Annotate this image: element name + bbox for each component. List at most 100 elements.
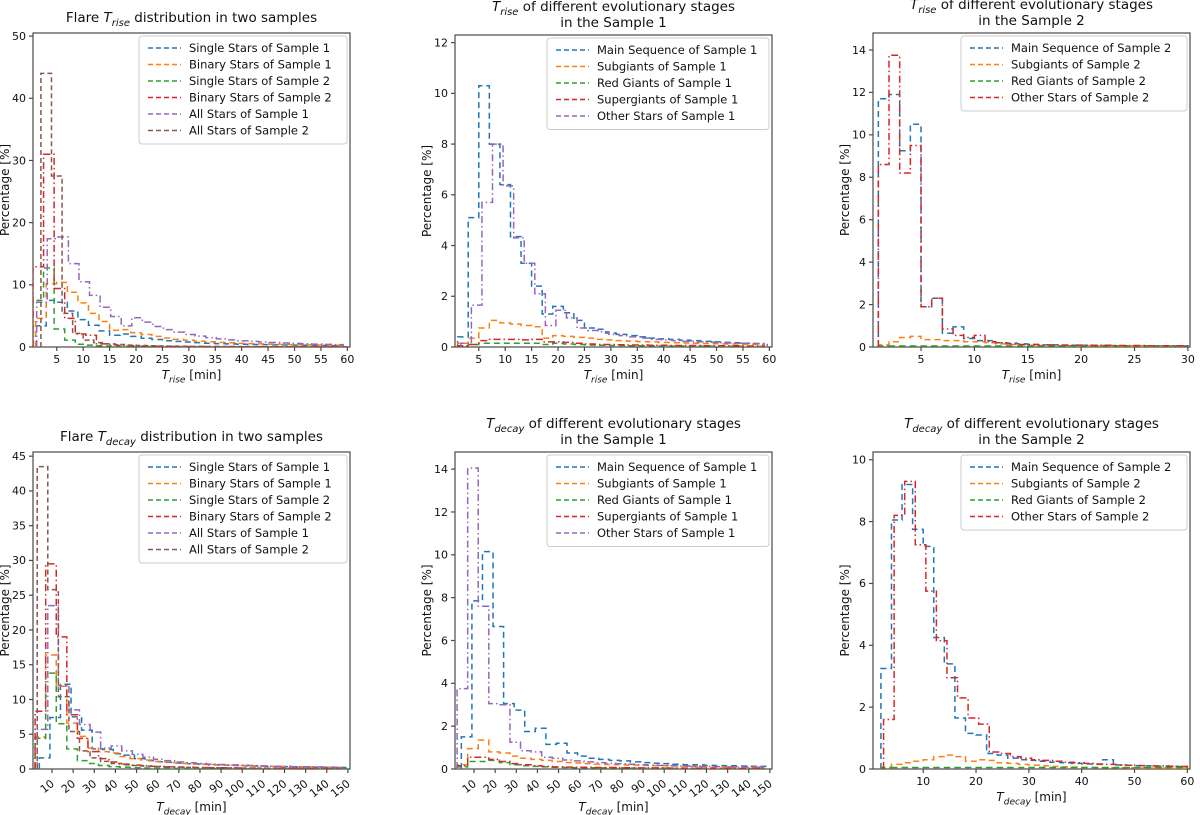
svg-text:20: 20	[12, 624, 26, 637]
svg-text:6: 6	[859, 214, 866, 227]
svg-text:Flare Trise​ distribution in t: Flare Trise​ distribution in two samples	[66, 10, 317, 29]
svg-text:10: 10	[12, 279, 26, 292]
axes-frame	[872, 32, 1191, 348]
svg-text:Trise​ of different evolutiona: Trise​ of different evolutionary stages	[492, 0, 735, 18]
legend: Main Sequence of Sample 1 Subgiants of Sa…	[546, 37, 770, 130]
svg-text:55: 55	[314, 353, 328, 366]
svg-text:4: 4	[441, 239, 448, 252]
legend-label-main-sequence-of-sample-1: Main Sequence of Sample 1	[597, 460, 757, 474]
series-all-stars-of-sample-1	[36, 604, 345, 769]
series-binary-stars-of-sample-2	[34, 563, 343, 769]
svg-text:5: 5	[475, 353, 482, 366]
svg-text:20: 20	[1074, 353, 1088, 366]
svg-text:20: 20	[481, 777, 500, 796]
svg-text:10: 10	[460, 777, 479, 796]
svg-text:60: 60	[340, 353, 354, 366]
legend: Single Stars of Sample 1 Binary Stars of …	[138, 35, 348, 145]
svg-text:10: 10	[38, 777, 57, 796]
panel-bottom-left: Flare Tdecay​ distribution in two sample…	[0, 407, 400, 815]
y-axis: 0 2 4 6 8 10 12	[434, 36, 455, 354]
svg-text:60: 60	[565, 777, 584, 796]
svg-text:70: 70	[587, 777, 606, 796]
series-binary-stars-of-sample-2	[33, 153, 341, 347]
series-red-giants-of-sample-2	[877, 345, 1189, 347]
svg-text:30: 30	[1022, 775, 1036, 788]
svg-text:100: 100	[645, 777, 670, 800]
x-axis-label: Trise​ [min]	[1002, 368, 1062, 385]
svg-text:6: 6	[441, 189, 448, 202]
x-axis: 5 10 15 20 25 30	[918, 347, 1195, 366]
y-axis: 0 2 4 6 8 10 12 14	[852, 44, 873, 354]
chart-title: Tdecay​ of different evolutionary stages…	[904, 416, 1159, 448]
series-group	[33, 72, 349, 347]
svg-text:in the Sample 2: in the Sample 2	[978, 13, 1085, 29]
series-other-stars-of-sample-2	[882, 480, 1190, 769]
svg-text:20: 20	[129, 353, 143, 366]
x-axis-label: Trise​ [min]	[584, 368, 644, 385]
svg-text:20: 20	[59, 777, 78, 796]
x-axis: 5 10 15 20 25 30 35 40 45 50 55 60	[475, 347, 776, 366]
series-group	[456, 84, 768, 347]
y-axis-label: Percentage [%]	[838, 564, 852, 656]
svg-text:100: 100	[223, 777, 248, 800]
svg-text:30: 30	[604, 353, 618, 366]
chart-title: Trise​ of different evolutionary stagesi…	[492, 0, 735, 31]
svg-text:130: 130	[708, 777, 733, 800]
chart-top-left: Flare Trise​ distribution in two samples…	[0, 10, 354, 385]
svg-text:130: 130	[286, 777, 311, 800]
chart-title: Flare Trise​ distribution in two samples	[66, 10, 317, 29]
y-axis-label: Percentage [%]	[420, 145, 434, 237]
svg-text:5: 5	[19, 728, 26, 741]
svg-text:12: 12	[434, 36, 448, 49]
legend-label-single-stars-of-sample-2: Single Stars of Sample 2	[189, 74, 330, 88]
legend: Main Sequence of Sample 2 Subgiants of Sa…	[960, 35, 1188, 112]
legend-label-binary-stars-of-sample-1: Binary Stars of Sample 1	[189, 477, 332, 491]
svg-text:10: 10	[967, 353, 981, 366]
svg-text:55: 55	[736, 353, 750, 366]
panel-top-middle: Trise​ of different evolutionary stagesi…	[400, 0, 800, 407]
y-axis: 0 2 4 6 8 10 12 14	[434, 463, 455, 776]
svg-text:10: 10	[76, 353, 90, 366]
legend-label-main-sequence-of-sample-2: Main Sequence of Sample 2	[1011, 41, 1171, 55]
series-subgiants-of-sample-2	[877, 335, 1189, 347]
legend-label-red-giants-of-sample-1: Red Giants of Sample 1	[597, 76, 732, 90]
y-axis: 0 10 20 30 40 50	[12, 30, 33, 354]
series-single-stars-of-sample-1	[38, 683, 347, 769]
legend-label-supergiants-of-sample-1: Supergiants of Sample 1	[597, 510, 738, 524]
svg-text:90: 90	[207, 777, 226, 796]
svg-text:0: 0	[441, 763, 448, 776]
y-axis: 0 2 4 6 8 10	[852, 454, 873, 776]
svg-text:20: 20	[551, 353, 565, 366]
svg-text:140: 140	[307, 777, 332, 800]
svg-text:6: 6	[859, 577, 866, 590]
svg-text:2: 2	[441, 720, 448, 733]
x-axis-label: Tdecay​ [min]	[996, 790, 1066, 807]
svg-text:40: 40	[657, 353, 671, 366]
svg-text:Flare Tdecay​ distribution in: Flare Tdecay​ distribution in two sample…	[60, 429, 323, 448]
svg-text:50: 50	[288, 353, 302, 366]
svg-text:0: 0	[19, 341, 26, 354]
svg-text:4: 4	[859, 256, 866, 269]
chart-top-middle: Trise​ of different evolutionary stagesi…	[420, 0, 776, 385]
chart-title: Flare Tdecay​ distribution in two sample…	[60, 429, 323, 448]
svg-text:Tdecay​ of different evolution: Tdecay​ of different evolutionary stages	[486, 416, 741, 435]
axes-frame	[454, 34, 773, 348]
svg-text:2: 2	[441, 290, 448, 303]
series-group	[456, 467, 769, 769]
svg-text:12: 12	[852, 86, 866, 99]
svg-text:0: 0	[441, 341, 448, 354]
svg-text:50: 50	[710, 353, 724, 366]
x-axis: 5 10 15 20 25 30 35 40 45 50 55 60	[53, 347, 354, 366]
chart-bottom-left: Flare Tdecay​ distribution in two sample…	[0, 429, 353, 815]
svg-text:8: 8	[859, 171, 866, 184]
svg-text:8: 8	[441, 591, 448, 604]
series-binary-stars-of-sample-1	[34, 654, 343, 769]
legend-label-supergiants-of-sample-1: Supergiants of Sample 1	[597, 93, 738, 107]
svg-text:120: 120	[687, 777, 712, 800]
legend-label-binary-stars-of-sample-2: Binary Stars of Sample 2	[189, 510, 332, 524]
svg-text:10: 10	[852, 454, 866, 467]
y-axis-label: Percentage [%]	[0, 564, 12, 656]
svg-text:4: 4	[859, 639, 866, 652]
legend-label-other-stars-of-sample-1: Other Stars of Sample 1	[597, 526, 735, 540]
